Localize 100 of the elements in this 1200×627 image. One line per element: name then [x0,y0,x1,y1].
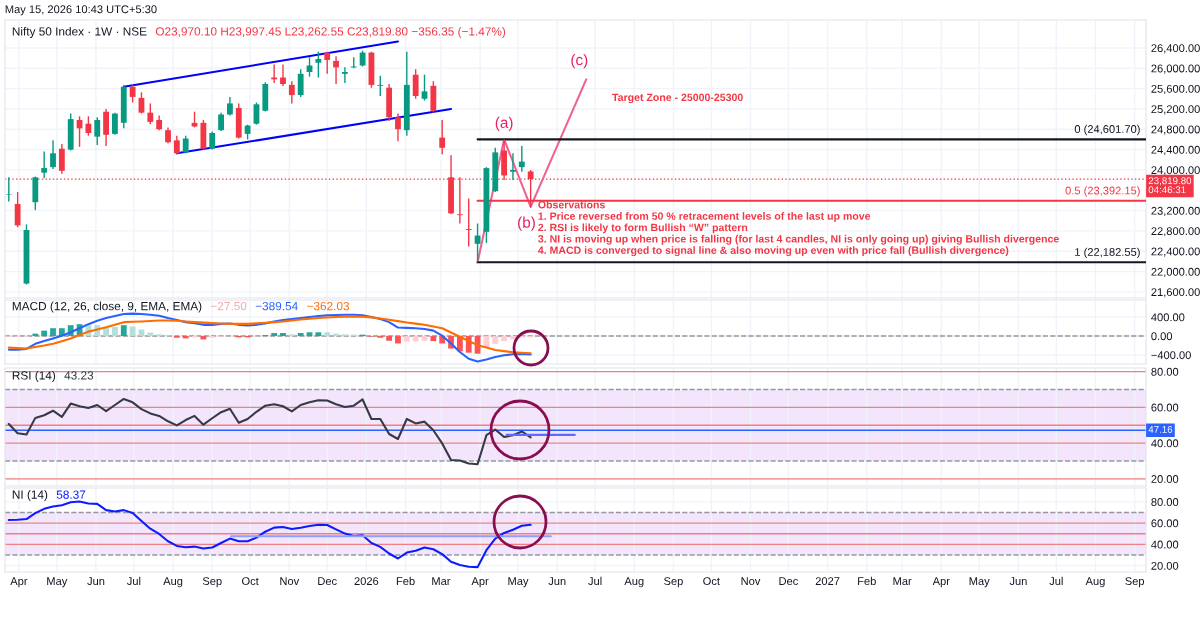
candlestick [58,143,65,175]
candlestick [333,55,339,85]
candlestick [395,112,401,142]
x-tick-label: Apr [10,577,28,588]
candlestick [112,111,118,136]
annotation: Target Zone - 25000-25300 [612,93,743,104]
bar [412,336,419,342]
candlestick [412,68,419,100]
chart-title: NI (14) [12,490,48,502]
bar [430,336,437,342]
candlestick [315,50,322,79]
x-tick-label: Mar [432,577,451,586]
bar [395,336,401,344]
x-tick-label: May [969,577,990,588]
candlestick [85,115,92,137]
bar [50,328,56,337]
candlestick [209,130,216,151]
candlestick [147,102,154,125]
text: May 15, 2026 10:43 UTC+5:30 [5,5,157,16]
candlestick [324,50,331,75]
candlestick [288,80,295,105]
x-tick-label: Sep [664,577,683,588]
y-tick-label: 80.00 [1151,367,1179,376]
x-tick-label: Feb [396,576,415,586]
x-tick-label: Dec [318,577,337,586]
annotation: −389.54 [255,301,298,311]
y-tick-label: 24,400.00 [1151,145,1200,156]
y-tick-label: 22,400.00 [1151,247,1200,257]
y-tick-label: 25,200.00 [1151,105,1200,115]
y-tick-label: 24,800.00 [1151,125,1200,135]
bar [271,333,278,337]
y-tick-label: 24,000.00 [1151,166,1200,176]
x-tick-label: Dec [779,577,798,586]
candlestick [227,96,233,117]
ref-line-label: 23,819.80 04:46:31 [1148,177,1192,194]
annotation: −362.03 [307,301,350,311]
annotation: −27.50 [211,301,247,311]
bar [324,332,331,337]
candlestick [5,176,12,203]
bar [306,332,313,337]
y-tick-label: 400.00 [1151,313,1185,322]
annotation: 58.37 [56,490,86,499]
y-tick-label: 25,600.00 [1151,84,1200,95]
bar [403,336,410,342]
line-series [7,397,532,466]
x-tick-label: Jul [1049,576,1063,586]
y-tick-label: 80.00 [1151,498,1179,506]
legend-label: 0.5 (23,392.15) [1065,186,1140,197]
candlestick [306,56,313,78]
y-tick-label: 21,600.00 [1151,288,1200,298]
x-tick-label: Jun [1009,577,1027,586]
y-tick-label: 22,800.00 [1151,227,1200,237]
x-tick-label: 2026 [354,577,379,586]
x-tick-label: Nov [280,577,300,586]
candlestick [439,119,446,155]
series-label: 0 (24,601.70) [1074,124,1140,136]
candlestick [518,145,525,173]
text: O23,970.10 H23,997.45 L23,262.55 C23,819.80 −356.35 (−1.47%) [155,26,506,38]
x-tick-label: Aug [1085,577,1105,588]
y-tick-label: 60.00 [1151,403,1179,412]
annotation: (a) [495,116,513,132]
y-tick-label: 26,400.00 [1151,44,1200,54]
x-tick-label: Apr [932,577,950,588]
x-tick-label: Jul [126,576,141,586]
y-tick-label: 40.00 [1151,540,1179,549]
x-tick-label: May [47,577,68,588]
y-tick-label: 40.00 [1151,439,1179,448]
bar [112,326,118,337]
y-tick-label: 26,000.00 [1151,64,1200,74]
line-series [7,500,532,569]
candlestick [218,111,224,132]
bar [41,330,48,337]
candlestick [173,135,180,155]
text: Nifty 50 Index · 1W · NSE [12,26,147,38]
x-tick-label: Aug [163,577,183,588]
y-tick-label: 22,000.00 [1151,267,1200,278]
x-tick-label: 2027 [815,577,840,586]
x-tick-label: Feb [858,576,876,586]
bar [492,336,499,344]
candlestick [41,150,48,179]
x-tick-label: Jun [87,577,105,586]
x-tick-label: Jul [588,576,602,586]
y-tick-label: 20.00 [1151,561,1179,570]
y-tick-label: 0.00 [1151,332,1173,341]
candlestick [280,63,286,87]
candlestick [103,108,109,147]
candlestick [297,68,304,98]
annotation: (b) [518,216,535,231]
candlestick [341,66,348,84]
bar [129,326,136,337]
annotation: (c) [571,54,588,69]
bar [280,333,286,337]
y-tick-label: 60.00 [1151,519,1179,528]
bar [147,332,154,337]
x-tick-label: Apr [471,577,489,588]
x-tick-label: Sep [202,577,222,588]
x-tick-label: Oct [703,577,720,586]
x-tick-label: Jun [548,577,566,586]
annotation: 43.23 [64,371,94,380]
bar [120,325,127,337]
